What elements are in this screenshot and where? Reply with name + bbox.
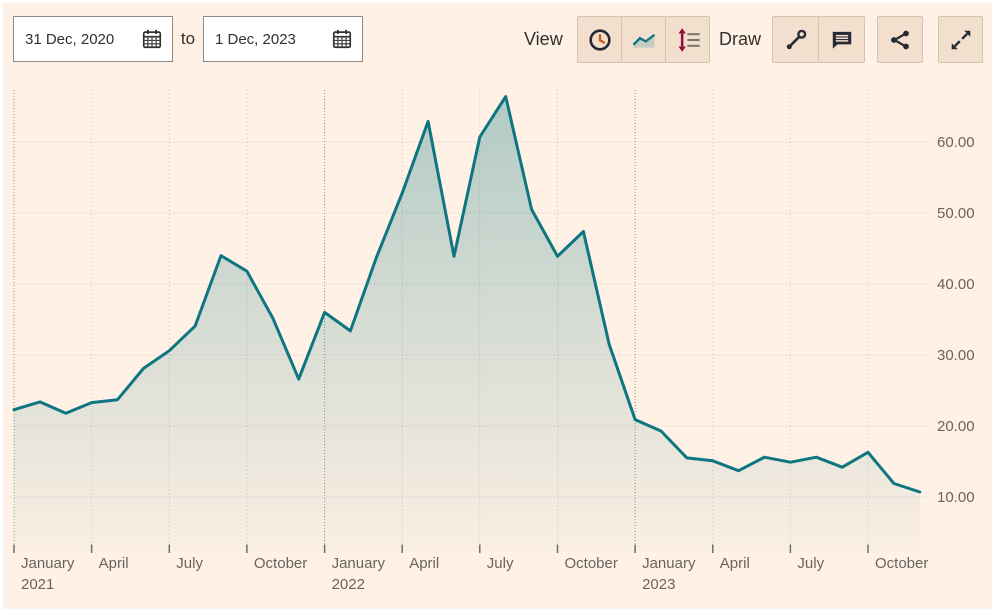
x-axis-label: October [875,555,928,572]
y-axis: 10.00 20.00 30.00 40.00 50.00 60.00 [937,134,975,506]
price-area [14,96,920,552]
view-clock-button[interactable] [577,16,622,63]
clock-icon [587,27,613,53]
x-axis-label: January [642,555,696,572]
trendline-icon [783,27,809,53]
y-axis-label: 50.00 [937,205,975,222]
date-to-input[interactable] [215,30,325,48]
line-chart-icon [630,26,658,54]
draw-annotation-button[interactable] [818,16,865,63]
x-axis-label: July [797,555,824,572]
x-axis-label: April [720,555,750,572]
view-label: View [524,29,563,49]
y-axis-label: 30.00 [937,347,975,364]
x-axis-label: April [99,555,129,572]
price-range-icon [674,26,702,54]
x-axis-label: October [254,555,307,572]
price-line [12,95,922,494]
y-axis-label: 20.00 [937,418,975,435]
calendar-icon[interactable] [331,28,353,50]
draw-button-group [772,16,865,63]
view-button-group [577,16,710,63]
y-axis-label: 10.00 [937,489,975,506]
x-axis-year-label: 2021 [21,576,54,593]
window-edge-left [0,0,3,609]
x-axis-label: January [21,555,75,572]
expand-icon [949,28,973,52]
y-axis-label: 40.00 [937,276,975,293]
date-from-field[interactable] [13,16,173,62]
x-axis-label: April [409,555,439,572]
annotation-icon [829,27,855,53]
share-icon [888,28,912,52]
draw-label: Draw [719,29,762,49]
x-axis-label: July [176,555,203,572]
view-price-range-button[interactable] [665,16,710,63]
date-from-input[interactable] [25,30,135,48]
y-axis-label: 60.00 [937,134,975,151]
x-axis-year-label: 2023 [642,576,675,593]
draw-trendline-button[interactable] [772,16,819,63]
expand-button[interactable] [938,16,983,63]
x-axis-label: October [565,555,618,572]
view-line-chart-button[interactable] [621,16,666,63]
x-axis: January 2021 April July October January 2022 Ap… [13,544,928,593]
date-to-field[interactable] [203,16,363,62]
share-button[interactable] [877,16,923,63]
calendar-icon[interactable] [141,28,163,50]
x-axis-label: July [487,555,514,572]
x-axis-year-label: 2022 [332,576,365,593]
date-range-to-label: to [180,29,196,48]
x-axis-label: January [332,555,386,572]
window-edge-top [0,0,992,3]
